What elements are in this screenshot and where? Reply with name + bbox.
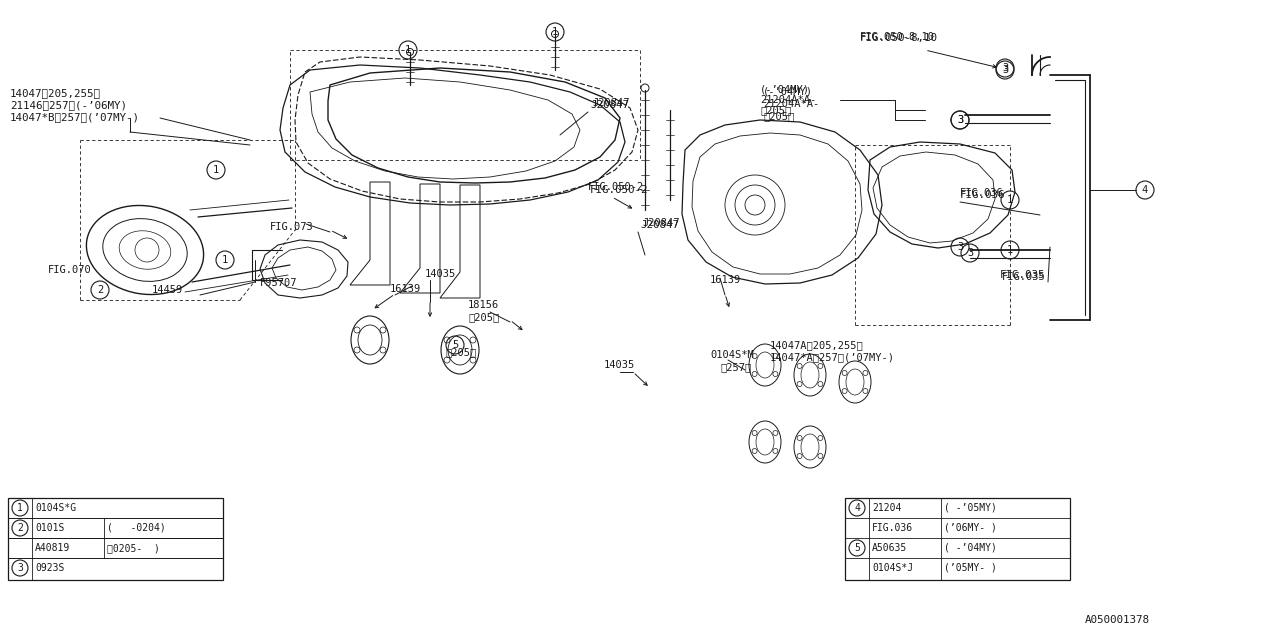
Text: 3: 3	[17, 563, 23, 573]
Text: 1: 1	[221, 255, 228, 265]
Text: FIG.035: FIG.035	[1002, 272, 1046, 282]
Text: J20847: J20847	[591, 98, 630, 108]
Text: 14459: 14459	[152, 285, 183, 295]
Text: 14047*A〈257〉(’07MY-): 14047*A〈257〉(’07MY-)	[771, 352, 895, 362]
Text: 5: 5	[854, 543, 860, 553]
Text: 3: 3	[957, 115, 963, 125]
Text: A050001378: A050001378	[1085, 615, 1149, 625]
Text: 3: 3	[1002, 65, 1009, 75]
Text: 0104S*G: 0104S*G	[35, 503, 76, 513]
Text: 3: 3	[957, 115, 963, 125]
Bar	[8, 498, 223, 580]
Text: 〈257〉: 〈257〉	[719, 362, 751, 372]
Text: 1: 1	[404, 45, 411, 55]
Text: FIG.036: FIG.036	[872, 523, 913, 533]
Text: 14047*B〈257〉(’07MY-): 14047*B〈257〉(’07MY-)	[10, 112, 140, 122]
Text: 21204: 21204	[872, 503, 901, 513]
Text: (   -0204): ( -0204)	[108, 523, 165, 533]
Text: 〈205〉: 〈205〉	[445, 347, 476, 357]
Text: 0101S: 0101S	[35, 523, 64, 533]
Text: 16139: 16139	[390, 284, 421, 294]
Text: (’05MY- ): (’05MY- )	[945, 563, 997, 573]
Text: 3: 3	[966, 248, 973, 258]
Text: 14035: 14035	[604, 360, 635, 370]
Text: 16139: 16139	[710, 275, 741, 285]
Text: FIG.050-2: FIG.050-2	[590, 185, 649, 195]
Text: J20847: J20847	[590, 100, 628, 110]
Text: (-’04MY): (-’04MY)	[760, 85, 810, 95]
Text: (’06MY- ): (’06MY- )	[945, 523, 997, 533]
Text: 1: 1	[1007, 195, 1014, 205]
Text: 5: 5	[452, 340, 458, 350]
Text: J20847: J20847	[643, 218, 680, 228]
Text: FIG.073: FIG.073	[270, 222, 314, 232]
Text: 0104S*M: 0104S*M	[710, 350, 754, 360]
Text: 21146〈257〉(-’06MY): 21146〈257〉(-’06MY)	[10, 100, 127, 110]
Text: FIG.036: FIG.036	[960, 188, 1004, 198]
Text: A50635: A50635	[872, 543, 908, 553]
Text: 〈205〉: 〈205〉	[468, 312, 499, 322]
Text: 14035: 14035	[425, 269, 456, 279]
Text: FIG.035: FIG.035	[1000, 270, 1046, 280]
Text: 〈205〉: 〈205〉	[760, 105, 791, 115]
Text: ( -’04MY): ( -’04MY)	[945, 543, 997, 553]
Text: FIG.050-8,10: FIG.050-8,10	[860, 32, 934, 42]
Text: 3: 3	[1002, 63, 1009, 73]
Text: 3: 3	[957, 242, 963, 252]
Text: 2: 2	[97, 285, 104, 295]
Text: A40819: A40819	[35, 543, 70, 553]
Text: FIG.050-2: FIG.050-2	[588, 182, 644, 192]
Text: FIG.070: FIG.070	[49, 265, 92, 275]
Text: 〈205〉: 〈205〉	[763, 111, 795, 121]
Text: 2: 2	[17, 523, 23, 533]
Text: J20847: J20847	[640, 220, 678, 230]
Text: 14047A〈205,255〉: 14047A〈205,255〉	[771, 340, 864, 350]
Text: 1: 1	[17, 503, 23, 513]
Text: 0104S*J: 0104S*J	[872, 563, 913, 573]
Text: 1: 1	[212, 165, 219, 175]
Text: FIG.036: FIG.036	[960, 190, 1006, 200]
Text: 0923S: 0923S	[35, 563, 64, 573]
Text: 21204A*A-: 21204A*A-	[763, 99, 819, 109]
Text: 1: 1	[1007, 245, 1014, 255]
Text: 1: 1	[552, 27, 558, 37]
Text: 〨0205-  ): 〨0205- )	[108, 543, 160, 553]
Text: F95707: F95707	[260, 278, 297, 288]
Text: ( -’05MY): ( -’05MY)	[945, 503, 997, 513]
Bar	[845, 498, 1070, 580]
Text: 4: 4	[1142, 185, 1148, 195]
Text: 4: 4	[854, 503, 860, 513]
Text: FIG.050-8,10: FIG.050-8,10	[860, 33, 938, 43]
Text: 14047〈205,255〉: 14047〈205,255〉	[10, 88, 101, 98]
Text: 21204A*A-: 21204A*A-	[760, 95, 817, 105]
Text: 18156: 18156	[468, 300, 499, 310]
Text: (-’04MY): (-’04MY)	[763, 87, 813, 97]
